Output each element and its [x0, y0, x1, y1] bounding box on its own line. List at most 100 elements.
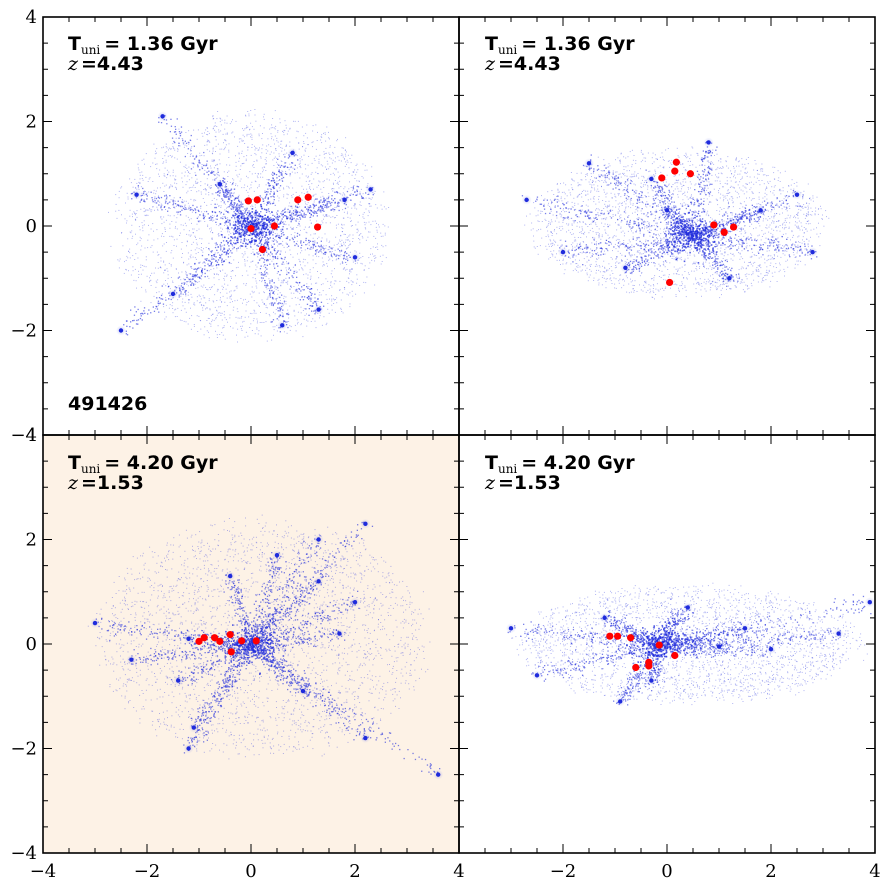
particle	[379, 255, 381, 257]
particle	[628, 239, 630, 241]
particle	[280, 140, 282, 142]
particle	[157, 208, 159, 210]
filament-particle	[293, 241, 295, 243]
filament-particle	[226, 189, 228, 191]
filament-particle	[339, 250, 341, 252]
particle	[216, 173, 218, 175]
particle	[176, 228, 178, 230]
halo-id-label: 491426	[68, 393, 147, 415]
particle	[256, 175, 258, 177]
filament-particle	[189, 278, 191, 280]
particle	[309, 187, 311, 189]
particle	[323, 180, 325, 182]
particle	[291, 205, 293, 207]
particle	[364, 265, 366, 267]
galaxy-point	[294, 196, 302, 204]
particle	[279, 236, 281, 238]
particle	[655, 191, 656, 193]
particle	[797, 227, 799, 229]
filament-particle	[151, 199, 154, 201]
filament-particle	[321, 206, 324, 208]
filament-particle	[253, 220, 255, 222]
filament-particle	[310, 294, 312, 296]
particle	[193, 184, 195, 186]
particle	[770, 211, 772, 213]
particle	[262, 169, 264, 171]
particle	[302, 215, 304, 217]
particle	[590, 270, 592, 272]
particle	[245, 283, 247, 285]
filament-particle	[255, 215, 258, 217]
galaxy-point	[313, 223, 322, 231]
particle	[246, 155, 248, 157]
particle	[331, 304, 333, 306]
filament-particle	[174, 203, 177, 205]
particle	[190, 293, 192, 295]
particle	[606, 210, 608, 212]
filament-particle	[169, 131, 171, 133]
particle	[275, 309, 277, 310]
particle	[587, 210, 589, 212]
filament-particle	[346, 256, 348, 258]
particle	[210, 187, 212, 189]
particle	[363, 269, 365, 271]
filament-particle	[200, 275, 203, 277]
particle	[317, 212, 318, 214]
particle	[170, 148, 172, 150]
particle	[172, 147, 174, 149]
filament-particle	[244, 227, 246, 229]
particle	[163, 236, 165, 237]
particle	[729, 177, 731, 179]
particle	[221, 301, 222, 303]
central-particle	[257, 221, 260, 223]
particle	[265, 306, 267, 308]
particle	[296, 172, 298, 174]
filament-particle	[168, 207, 170, 209]
particle	[242, 128, 243, 130]
filament-particle	[236, 205, 238, 207]
filament-particle	[178, 145, 180, 147]
filament-particle	[131, 198, 133, 200]
particle	[250, 245, 251, 247]
filament-particle	[168, 285, 170, 287]
filament-particle	[314, 313, 316, 315]
particle	[746, 175, 748, 177]
particle	[159, 169, 161, 171]
filament-particle	[318, 201, 320, 203]
particle	[359, 242, 361, 244]
particle	[258, 133, 260, 135]
central-particle	[235, 232, 237, 234]
filament-particle	[270, 190, 272, 193]
particle	[306, 188, 308, 190]
filament-particle	[227, 256, 230, 258]
central-particle	[227, 227, 229, 230]
particle	[340, 186, 342, 187]
particle	[127, 238, 129, 240]
particle	[286, 321, 288, 323]
filament-particle	[152, 201, 154, 203]
particle	[235, 165, 237, 167]
particle	[192, 186, 194, 188]
filament-particle	[176, 204, 179, 206]
filament-particle	[263, 244, 265, 246]
particle	[787, 259, 788, 261]
particle	[228, 191, 230, 193]
filament-particle	[204, 276, 206, 278]
particle	[166, 174, 168, 176]
particle	[165, 297, 167, 299]
filament-particle	[291, 215, 293, 218]
filament-particle	[244, 212, 246, 214]
filament-particle	[242, 230, 244, 232]
particle	[212, 116, 214, 118]
particle	[337, 183, 339, 185]
particle	[138, 274, 140, 275]
particle	[205, 302, 207, 304]
particle	[777, 180, 779, 181]
particle	[137, 242, 139, 244]
particle	[168, 149, 169, 151]
particle	[329, 157, 331, 159]
particle	[258, 184, 260, 186]
particle	[251, 330, 253, 331]
particle	[224, 209, 226, 211]
particle	[257, 320, 258, 322]
